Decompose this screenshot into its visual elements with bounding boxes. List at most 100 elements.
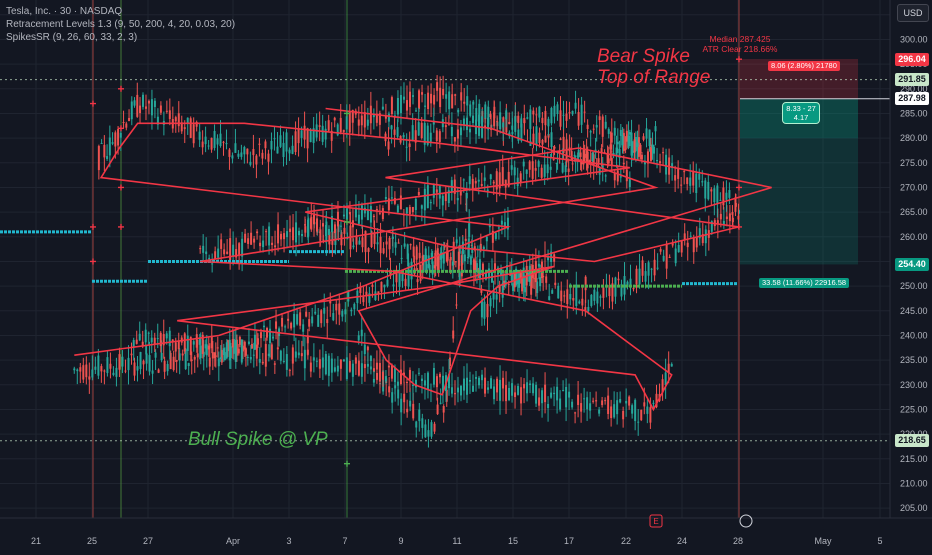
candle-body[interactable] bbox=[512, 283, 515, 292]
candle-body[interactable] bbox=[553, 146, 556, 149]
candle-body[interactable] bbox=[299, 312, 302, 326]
candle-body[interactable] bbox=[363, 207, 366, 214]
candle-body[interactable] bbox=[649, 146, 652, 161]
candle-body[interactable] bbox=[540, 167, 543, 178]
candle-body[interactable] bbox=[250, 232, 253, 245]
candle-body[interactable] bbox=[424, 105, 427, 107]
candle-body[interactable] bbox=[300, 353, 303, 357]
candle-body[interactable] bbox=[686, 242, 689, 248]
candle-body[interactable] bbox=[427, 430, 430, 437]
candle-body[interactable] bbox=[180, 122, 183, 132]
candle-body[interactable] bbox=[97, 146, 100, 171]
candle-body[interactable] bbox=[538, 132, 541, 144]
candle-body[interactable] bbox=[564, 165, 567, 173]
candle-body[interactable] bbox=[508, 387, 511, 401]
candle-body[interactable] bbox=[122, 121, 125, 123]
candle-body[interactable] bbox=[324, 224, 327, 236]
replay-icon[interactable] bbox=[739, 514, 753, 528]
candle-body[interactable] bbox=[418, 409, 421, 422]
candle-body[interactable] bbox=[487, 268, 490, 279]
candle-body[interactable] bbox=[445, 389, 448, 402]
candle-body[interactable] bbox=[582, 150, 585, 165]
candle-body[interactable] bbox=[725, 192, 728, 200]
candle-body[interactable] bbox=[238, 336, 241, 345]
candle-body[interactable] bbox=[171, 339, 174, 343]
candle-body[interactable] bbox=[400, 398, 403, 413]
candle-body[interactable] bbox=[444, 193, 447, 202]
candle-body[interactable] bbox=[556, 386, 559, 401]
candle-body[interactable] bbox=[302, 324, 305, 332]
candle-body[interactable] bbox=[619, 129, 622, 136]
candle-body[interactable] bbox=[568, 112, 571, 114]
candle-body[interactable] bbox=[604, 175, 607, 177]
candle-body[interactable] bbox=[147, 100, 150, 104]
candle-body[interactable] bbox=[234, 143, 237, 153]
candle-body[interactable] bbox=[418, 90, 421, 109]
candle-body[interactable] bbox=[716, 185, 719, 204]
candle-body[interactable] bbox=[393, 129, 396, 135]
candle-body[interactable] bbox=[432, 184, 435, 198]
candle-body[interactable] bbox=[343, 227, 346, 234]
candle-body[interactable] bbox=[460, 255, 463, 277]
candle-body[interactable] bbox=[332, 313, 335, 321]
candle-body[interactable] bbox=[153, 337, 156, 344]
candle-body[interactable] bbox=[106, 357, 109, 374]
candle-body[interactable] bbox=[327, 120, 330, 131]
candle-body[interactable] bbox=[391, 392, 394, 403]
candle-body[interactable] bbox=[655, 393, 658, 408]
candle-body[interactable] bbox=[439, 252, 442, 260]
candle-body[interactable] bbox=[216, 347, 219, 349]
candle-body[interactable] bbox=[459, 385, 462, 396]
candle-body[interactable] bbox=[112, 372, 115, 375]
candle-body[interactable] bbox=[213, 131, 216, 148]
candle-body[interactable] bbox=[205, 251, 208, 255]
candle-body[interactable] bbox=[409, 400, 412, 407]
candle-body[interactable] bbox=[306, 128, 309, 149]
candle-body[interactable] bbox=[546, 164, 549, 174]
candle-body[interactable] bbox=[519, 272, 522, 280]
candle-body[interactable] bbox=[108, 137, 111, 156]
stop-loss-tag[interactable]: 8.06 (2.80%) 21780 bbox=[768, 61, 840, 71]
candle-body[interactable] bbox=[447, 190, 450, 204]
candle-body[interactable] bbox=[629, 278, 632, 286]
candle-body[interactable] bbox=[674, 248, 677, 264]
candle-body[interactable] bbox=[128, 117, 131, 122]
candle-body[interactable] bbox=[346, 238, 349, 240]
candle-body[interactable] bbox=[480, 183, 483, 187]
candle-body[interactable] bbox=[591, 152, 594, 161]
candle-body[interactable] bbox=[234, 340, 237, 362]
candle-body[interactable] bbox=[463, 101, 466, 104]
candle-body[interactable] bbox=[144, 329, 147, 343]
candle-body[interactable] bbox=[284, 326, 287, 328]
candle-body[interactable] bbox=[405, 382, 408, 384]
candle-body[interactable] bbox=[695, 173, 698, 194]
candle-body[interactable] bbox=[517, 129, 520, 141]
candle-body[interactable] bbox=[414, 198, 417, 211]
candle-body[interactable] bbox=[559, 398, 562, 410]
candle-body[interactable] bbox=[593, 289, 596, 301]
candle-body[interactable] bbox=[420, 122, 423, 139]
candle-body[interactable] bbox=[151, 370, 154, 374]
candle-body[interactable] bbox=[698, 173, 701, 180]
candle-body[interactable] bbox=[202, 351, 205, 357]
candle-body[interactable] bbox=[226, 251, 229, 254]
candle-body[interactable] bbox=[423, 188, 426, 211]
candle-body[interactable] bbox=[671, 243, 674, 246]
candle-body[interactable] bbox=[312, 128, 315, 143]
candle-body[interactable] bbox=[653, 259, 656, 276]
candle-body[interactable] bbox=[216, 138, 219, 145]
candle-body[interactable] bbox=[366, 346, 369, 351]
candle-body[interactable] bbox=[219, 133, 222, 147]
candle-body[interactable] bbox=[97, 355, 100, 376]
candle-body[interactable] bbox=[573, 154, 576, 157]
candle-body[interactable] bbox=[472, 115, 475, 123]
candle-body[interactable] bbox=[541, 139, 544, 145]
candle-body[interactable] bbox=[395, 271, 398, 283]
candle-body[interactable] bbox=[402, 372, 405, 376]
candle-body[interactable] bbox=[498, 172, 501, 189]
candle-body[interactable] bbox=[357, 360, 360, 376]
candle-body[interactable] bbox=[529, 141, 532, 146]
candle-body[interactable] bbox=[237, 153, 240, 157]
candle-body[interactable] bbox=[570, 151, 573, 160]
candle-body[interactable] bbox=[404, 278, 407, 286]
